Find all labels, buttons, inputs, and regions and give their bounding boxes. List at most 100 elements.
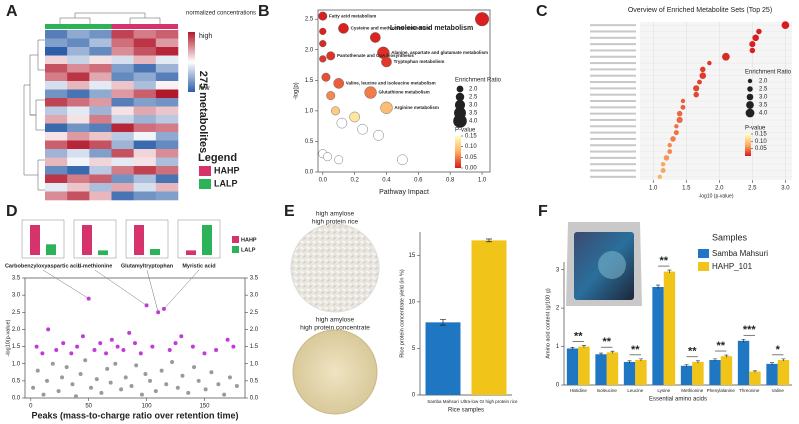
bubble (334, 155, 344, 165)
color-tick-label: 0.15 (465, 134, 477, 140)
point (138, 351, 143, 356)
size-legend-label: 3.5 (469, 111, 478, 117)
annotation-line (163, 269, 200, 310)
heatmap-cell (45, 98, 68, 107)
point (133, 341, 137, 346)
point (109, 337, 114, 342)
size-legend-title: Enrichment Ratio (745, 70, 792, 76)
x-tick-label: Threonine (739, 388, 760, 393)
x-tick-label: Isoleucine (597, 388, 618, 393)
heatmap-cell (111, 166, 134, 175)
size-legend-dot (745, 108, 755, 118)
error-bar (741, 338, 746, 343)
heatmap-cell (155, 81, 179, 90)
heatmap-cell (155, 64, 179, 73)
error-bar (724, 354, 729, 358)
heatmap-cell (111, 140, 134, 150)
heatmap-cell (45, 132, 68, 141)
heatmap-cell (45, 89, 68, 99)
point (83, 358, 88, 363)
x-axis-label: Rice samples (448, 408, 484, 414)
x-tick-label: 1.0 (478, 178, 487, 184)
point (159, 368, 164, 373)
inset-bar (202, 225, 212, 255)
bubble-label: Glutathione metabolism (379, 90, 430, 95)
error-bar (667, 269, 672, 274)
heatmap-cell (89, 64, 112, 73)
heatmap-cell (155, 157, 179, 167)
size-legend-dot (747, 86, 753, 92)
x-tick-label: 0.4 (382, 178, 391, 184)
group-bar (45, 24, 178, 29)
significance: ** (716, 340, 725, 352)
heatmap-cell (45, 38, 68, 48)
inset-bar (186, 250, 196, 255)
group-swatch (199, 166, 211, 176)
y-tick-label: 1.5 (12, 344, 21, 350)
heatmap-cell (155, 106, 179, 116)
point (115, 344, 120, 349)
heatmap-cell (45, 115, 68, 124)
heatmap-cell (45, 64, 68, 73)
y-tick-label: 1.5 (250, 344, 259, 350)
bubble (323, 152, 333, 162)
inset-bar (46, 244, 56, 255)
y-tick-label: 1 (556, 344, 560, 350)
dot (680, 104, 686, 110)
point (150, 344, 155, 349)
row-label-placeholder (590, 81, 636, 84)
significance: ** (659, 255, 668, 267)
point (108, 380, 113, 385)
y-tick-label: 3.0 (250, 293, 259, 299)
y-tick-label: 0.5 (12, 378, 21, 384)
heatmap-cell (111, 89, 134, 99)
bubble (370, 32, 381, 43)
bubble (319, 55, 327, 63)
heatmap-cell (45, 55, 68, 65)
y-tick-label: 3 (556, 267, 560, 273)
row-label-placeholder (590, 62, 636, 65)
row-label-placeholder (590, 112, 636, 115)
dot (752, 34, 759, 42)
heatmap-cell (89, 174, 112, 184)
heatmap-cell (89, 132, 112, 141)
y-tick-label: 2.0 (250, 327, 259, 333)
group-name: HAHP (214, 165, 240, 175)
group-swatch (199, 179, 211, 189)
heatmap-cell (111, 115, 134, 124)
product-pack (566, 222, 642, 306)
point (78, 372, 83, 376)
dot (676, 110, 683, 117)
heatmap-cell (155, 132, 179, 141)
x-axis-label: Pathway Impact (379, 189, 429, 196)
point (46, 327, 51, 332)
bubble (381, 56, 392, 68)
bar (663, 271, 676, 385)
bubble-label: Cysteine and methionine metabolism (351, 26, 431, 31)
x-tick-label: 2.5 (748, 186, 757, 192)
y-tick-label: 3.5 (12, 276, 21, 282)
dot (707, 60, 712, 66)
y-axis-label: -log10(p-value) (5, 319, 11, 356)
bubble (336, 117, 348, 129)
heatmap-cell (67, 166, 90, 175)
dot (756, 28, 762, 35)
y-tick-label: 2 (556, 306, 560, 312)
x-tick-label: 0.8 (446, 178, 455, 184)
heatmap-cell (155, 55, 179, 65)
heatmap-cell (133, 132, 157, 141)
point (89, 385, 93, 390)
inset-bar (134, 225, 144, 255)
bubble-label: Tryptophan metabolism (394, 59, 445, 64)
heatmap-cell (155, 30, 179, 39)
point (164, 382, 169, 387)
heatmap-cell (67, 55, 90, 65)
annotation-line (42, 269, 89, 299)
color-tick-label: 0.15 (755, 132, 767, 138)
legend-label: LALP (241, 247, 256, 253)
y-tick-label: 2.0 (12, 327, 21, 333)
heatmap-cell (155, 115, 179, 124)
y-tick-label: 2.5 (305, 17, 314, 23)
heatmap-cell (67, 30, 90, 39)
x-tick-label: 0 (29, 404, 33, 410)
